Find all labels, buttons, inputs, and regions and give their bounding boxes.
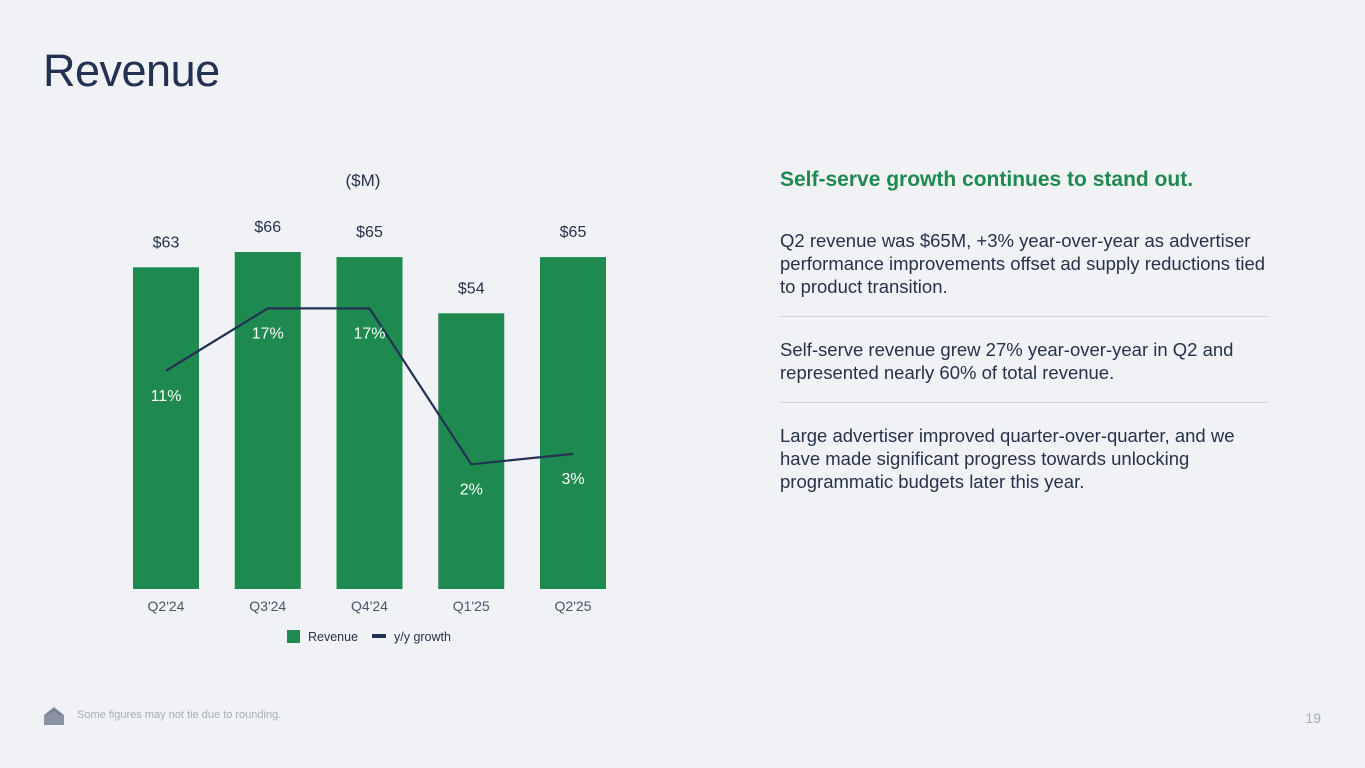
revenue-value-label: $54 [458, 280, 485, 297]
chart-legend: Revenue y/y growth [287, 630, 451, 644]
legend-label-revenue: Revenue [308, 630, 358, 644]
commentary-panel: Self-serve growth continues to stand out… [780, 166, 1268, 492]
revenue-bar-q225 [540, 257, 606, 589]
legend-swatch-growth [372, 634, 386, 638]
revenue-value-label: $65 [356, 224, 383, 241]
revenue-bar-q424 [336, 257, 403, 589]
x-axis-tick-label: Q2'24 [148, 598, 185, 614]
chart-unit-label: ($M) [346, 171, 381, 190]
revenue-bar-q125 [438, 313, 505, 589]
footnote: Some figures may not tie due to rounding… [77, 709, 282, 721]
home-icon [44, 707, 64, 725]
panel-headline: Self-serve growth continues to stand out… [780, 168, 1194, 191]
growth-value-label: 11% [151, 388, 182, 405]
growth-value-label: 2% [460, 481, 483, 498]
growth-value-label: 17% [252, 325, 284, 342]
divider [780, 316, 1268, 317]
revenue-value-label: $65 [560, 224, 587, 241]
revenue-bar-q224 [133, 267, 199, 589]
yy-growth-line [165, 307, 574, 466]
revenue-value-label: $63 [153, 234, 180, 251]
x-axis-tick-label: Q2'25 [555, 598, 592, 614]
paragraph-self-serve: Self-serve revenue grew 27% year-over-ye… [780, 339, 1234, 383]
revenue-value-label: $66 [254, 219, 281, 236]
growth-value-label: 3% [561, 471, 584, 488]
paragraph-large-advertiser: Large advertiser improved quarter-over-q… [780, 425, 1235, 492]
revenue-bar-q324 [234, 252, 301, 589]
legend-label-growth: y/y growth [394, 630, 451, 644]
paragraph-q2-revenue: Q2 revenue was $65M, +3% year-over-year … [780, 230, 1266, 297]
growth-value-label: 17% [353, 325, 385, 342]
x-axis-tick-label: Q1'25 [453, 598, 490, 614]
page-number: 19 [1305, 710, 1321, 726]
x-axis-tick-label: Q4'24 [351, 598, 388, 614]
x-axis-tick-label: Q3'24 [249, 598, 286, 614]
legend-swatch-revenue [287, 630, 300, 643]
revenue-chart: ($M) $63 $66 $65 $54 $65 11% 17% 17% 2% 3% Q2'24 Q… [133, 171, 606, 644]
page-title: Revenue [43, 45, 220, 96]
divider [780, 402, 1268, 403]
